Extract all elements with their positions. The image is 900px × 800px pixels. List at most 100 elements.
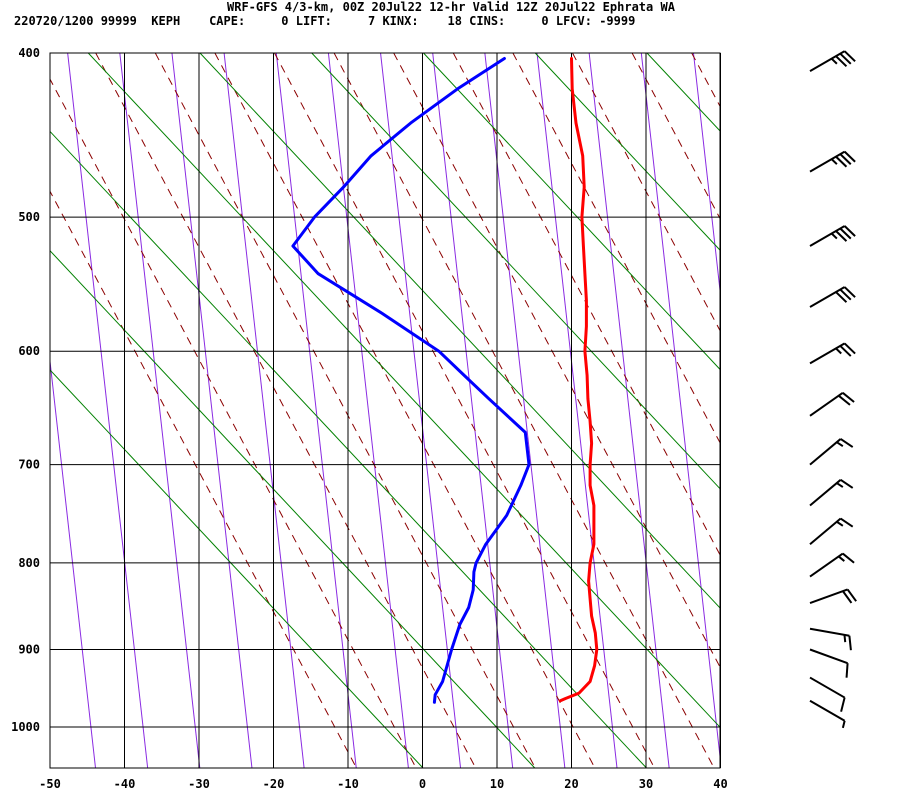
x-tick-label: -20 (263, 777, 285, 791)
x-tick-label: 30 (639, 777, 653, 791)
barb-flag (840, 517, 854, 528)
barb-staff (809, 50, 846, 73)
barb-flag (835, 230, 848, 242)
dry-adiabat-line (871, 53, 900, 768)
barb-flag (839, 227, 852, 240)
dry-adiabat-line (50, 369, 424, 768)
x-tick-label: -50 (39, 777, 61, 791)
y-tick-label: 1000 (11, 720, 40, 734)
dry-adiabat-line (534, 53, 720, 251)
barb-flag (839, 52, 852, 65)
barb-staff (809, 392, 844, 417)
mixing-ratio-line (692, 53, 720, 295)
mixing-ratio-line (798, 53, 878, 768)
barb-flag (842, 552, 855, 564)
dry-adiabat-line (50, 249, 536, 768)
mixing-ratio-line (275, 53, 357, 768)
barb-half-flag (841, 720, 846, 729)
x-tick-label: 40 (713, 777, 727, 791)
barb-flag (846, 588, 857, 602)
barb-half-flag (843, 634, 847, 643)
wind-barb (809, 392, 855, 417)
barb-flag (835, 55, 848, 68)
mixing-ratio-line (536, 53, 618, 768)
moist-adiabat-line (50, 78, 417, 768)
barb-flag (839, 345, 852, 357)
barb-staff (809, 627, 850, 637)
x-tick-label: 0 (419, 777, 426, 791)
plot-border (49, 52, 721, 769)
moist-adiabat-line (691, 53, 720, 108)
barb-flag (843, 150, 856, 163)
mixing-ratio-line (484, 53, 566, 768)
temperature-profile (558, 57, 599, 703)
barb-half-flag (830, 232, 838, 240)
moist-adiabat-line (333, 53, 715, 768)
barb-half-flag (836, 520, 844, 527)
barb-half-flag (836, 482, 844, 488)
mixing-ratio-line (50, 356, 96, 768)
wind-barb (809, 438, 854, 466)
wind-barb (809, 286, 856, 308)
moist-adiabat-line (393, 53, 720, 669)
barb-staff (809, 676, 846, 699)
mixing-ratio-line (327, 53, 409, 768)
wind-barb (809, 342, 856, 365)
barb-staff (809, 286, 846, 308)
x-tick-label: 20 (564, 777, 578, 791)
wind-barb (809, 150, 856, 173)
dewpoint-profile (291, 57, 531, 704)
x-tick-label: -30 (188, 777, 210, 791)
barb-flag (842, 392, 855, 403)
mixing-ratio-line (640, 53, 720, 761)
grid (49, 52, 721, 768)
x-tick-label: 10 (490, 777, 504, 791)
moist-adiabat-line (572, 53, 720, 332)
moist-adiabat-line (50, 190, 357, 768)
barb-staff (809, 648, 848, 665)
barb-half-flag (830, 57, 838, 65)
y-tick-label: 800 (18, 556, 40, 570)
mixing-ratio-line (119, 53, 201, 768)
barb-flag (839, 288, 852, 301)
barb-flag (848, 635, 852, 651)
moist-adiabat-line (751, 53, 900, 768)
mixing-ratio-line (432, 53, 514, 768)
barb-flag (840, 478, 854, 489)
x-tick-label: -40 (114, 777, 136, 791)
mixing-ratio-line (588, 53, 670, 768)
barb-flag (835, 291, 848, 303)
barb-half-flag (830, 158, 838, 165)
barb-flag (842, 590, 853, 604)
moist-adiabat-line (95, 53, 477, 768)
barb-flag (843, 225, 856, 237)
wind-barb (809, 676, 846, 712)
y-tick-label: 900 (18, 642, 40, 656)
y-tick-label: 600 (18, 344, 40, 358)
mixing-ratio-line (223, 53, 305, 768)
y-tick-label: 400 (18, 46, 40, 60)
barb-staff (809, 438, 842, 466)
axis-labels: -50 -40 -30 -20 -10 0 10 20 30 40 400 500 600 700 800 9… (11, 46, 728, 791)
wind-barb (809, 478, 854, 507)
barb-staff (809, 552, 844, 578)
barb-staff (809, 517, 842, 546)
moist-adiabat-line (214, 53, 596, 768)
wind-barb (809, 552, 855, 578)
background-lines (50, 53, 900, 768)
barb-staff (809, 479, 842, 507)
chart-title: WRF-GFS 4/3-km, 00Z 20Jul22 12-hr Valid … (227, 0, 675, 14)
moist-adiabat-line (871, 53, 900, 768)
barb-staff (809, 588, 848, 605)
mixing-ratio-line (171, 53, 253, 768)
y-tick-label: 700 (18, 458, 40, 472)
barb-flag (838, 394, 851, 406)
barb-flag (843, 50, 856, 63)
barb-staff (809, 342, 846, 365)
dry-adiabat-line (199, 53, 720, 609)
wind-barb (809, 648, 849, 678)
barb-flag (843, 342, 856, 355)
y-tick-label: 500 (18, 210, 40, 224)
moist-adiabat-line (274, 53, 655, 768)
dry-adiabat-line (311, 53, 720, 490)
